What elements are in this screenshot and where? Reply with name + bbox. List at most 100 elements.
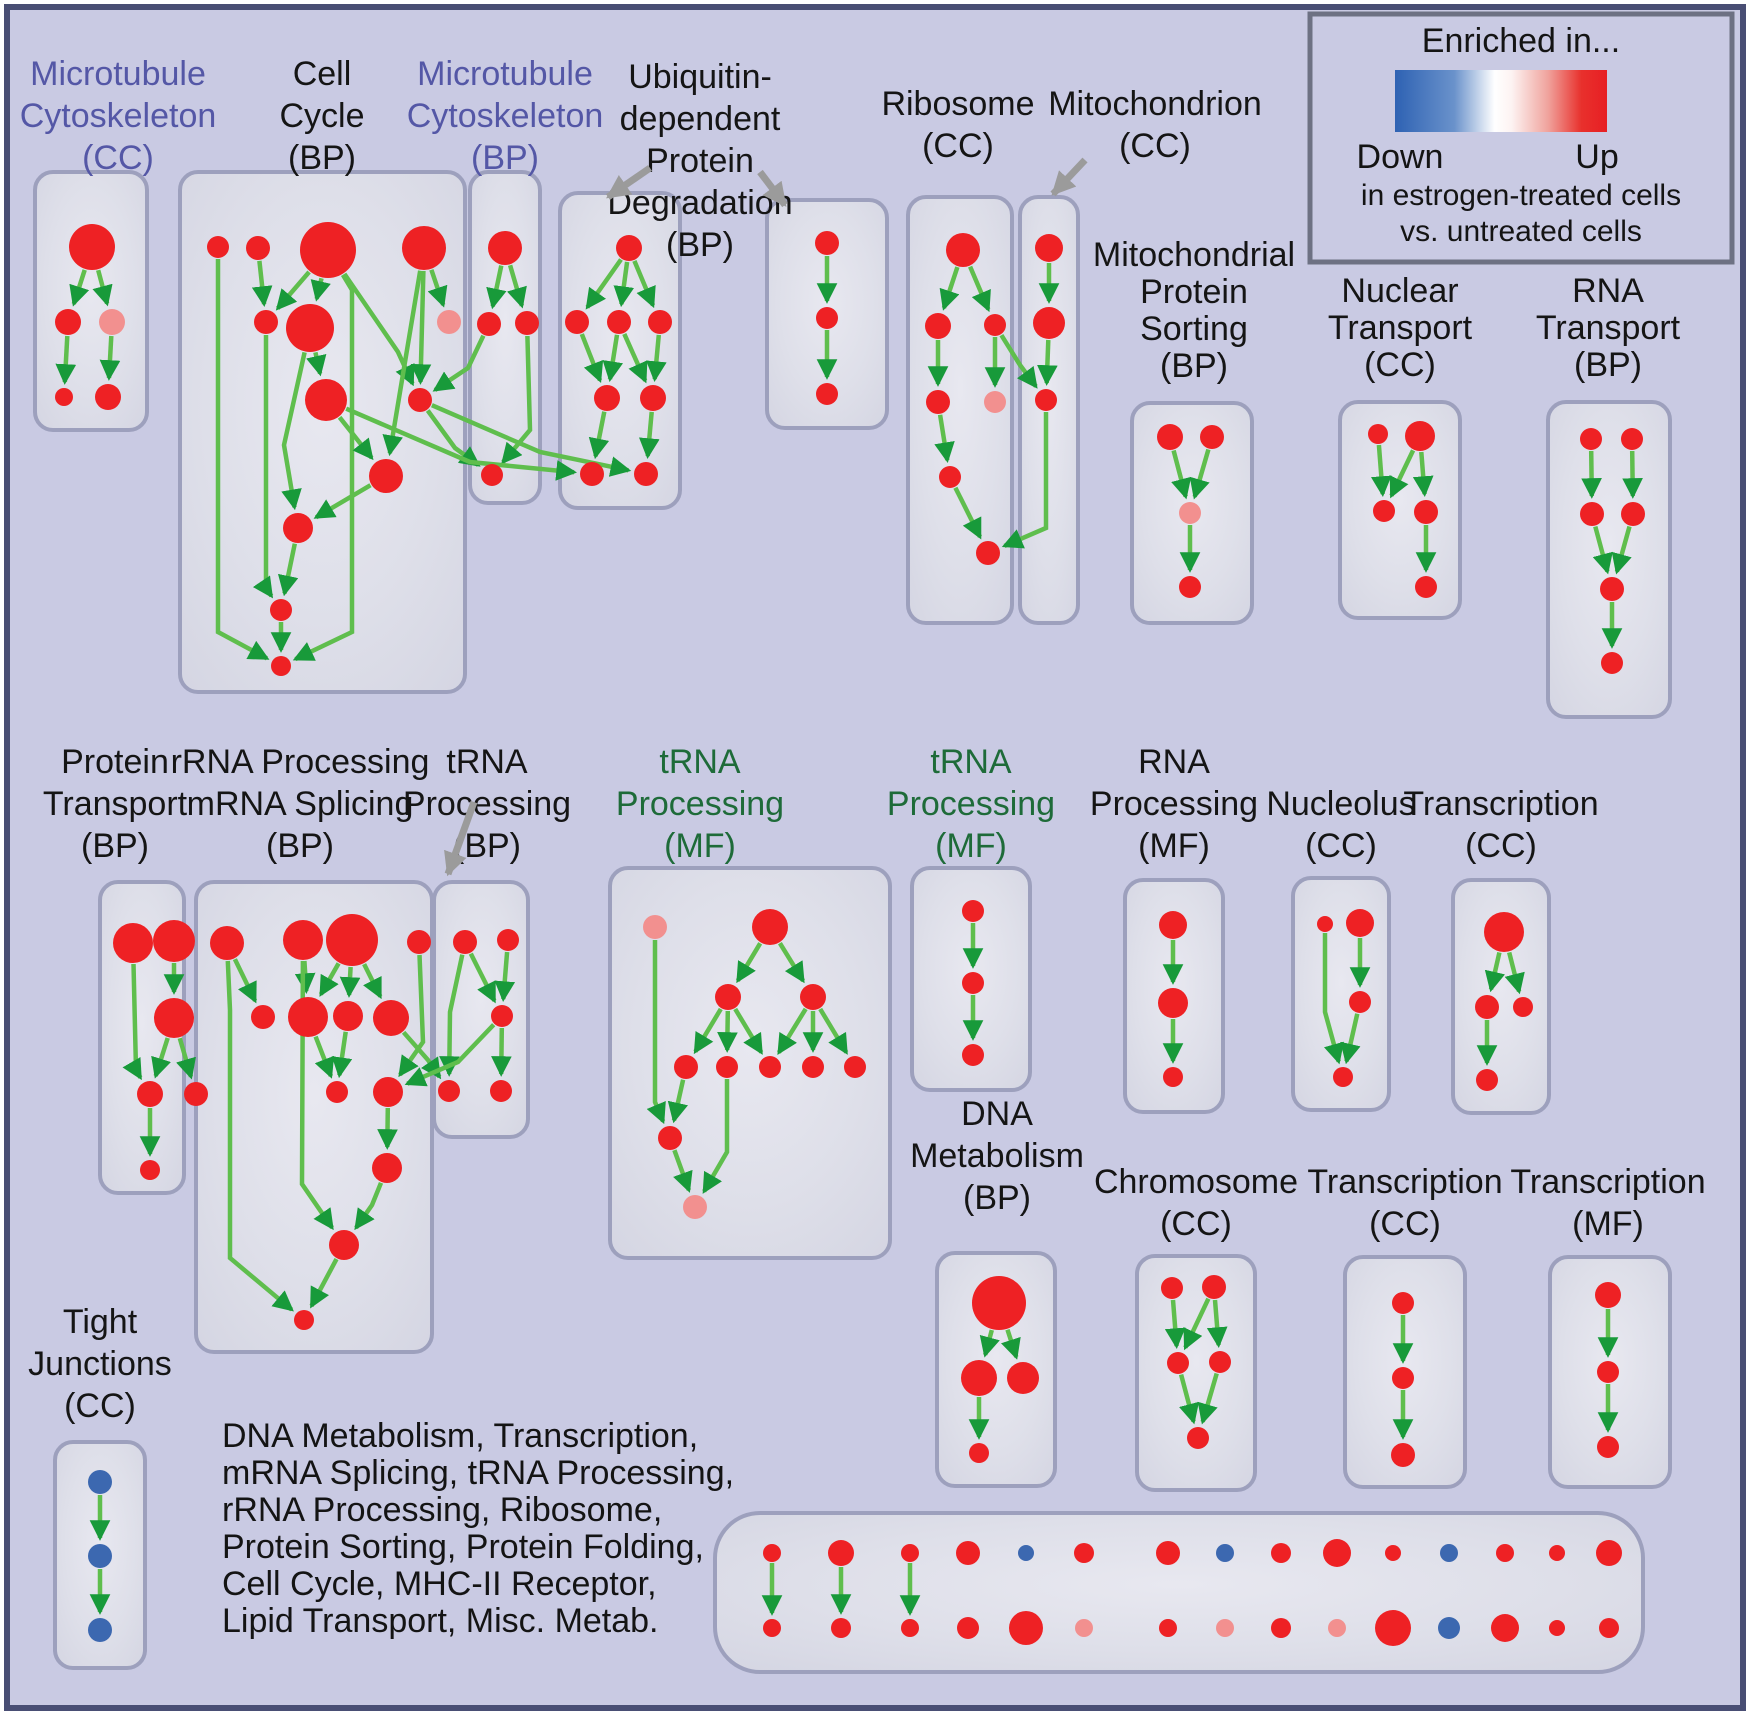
node-ribo-ML: [925, 313, 951, 339]
edge-arrow: [1037, 339, 1058, 386]
node-tmf2-b: [962, 972, 984, 994]
edge-arrow: [939, 266, 960, 311]
edge-arrow: [313, 483, 372, 520]
cluster-label-pt: Transport: [43, 785, 188, 823]
node-cc-Z: [271, 656, 291, 676]
merged-categories-text-block: DNA Metabolism, Transcription, mRNA Spli…: [222, 1417, 734, 1640]
edge-arrow: [382, 270, 423, 457]
edge-arrow: [345, 406, 577, 481]
node-rnat-c: [1600, 577, 1624, 601]
cluster-label-tmf1: tRNA: [659, 743, 741, 781]
cluster-label-cc: (BP): [288, 139, 356, 177]
node-cc-D: [402, 226, 446, 270]
node-mtcc-mr: [99, 309, 125, 335]
cluster-label-tj: (CC): [64, 1387, 136, 1425]
cluster-label-tcc2: (CC): [1369, 1205, 1441, 1243]
cluster-label-mps: Protein: [1140, 273, 1248, 311]
edge-arrow: [733, 1007, 764, 1055]
node-chrm-tl: [1161, 1277, 1183, 1299]
node-ub1-l1: [594, 385, 620, 411]
node-ub1-m2: [607, 310, 631, 334]
edge-arrow: [613, 261, 635, 308]
edge-arrow: [1611, 525, 1632, 575]
legend-subtitle-line1: in estrogen-treated cells: [1361, 179, 1681, 212]
edge-arrow: [1001, 412, 1049, 549]
edge-arrow: [404, 1023, 496, 1087]
edge-arrow: [1412, 451, 1434, 497]
edge-arrow: [398, 954, 426, 1078]
edge-arrow: [494, 951, 516, 1002]
node-tmf1-r3: [759, 1056, 781, 1078]
edge-arrow: [579, 333, 604, 383]
edge-arrow: [468, 952, 497, 1004]
node-strip-bottom-12: [1438, 1617, 1460, 1639]
node-rnat-tr: [1621, 428, 1643, 450]
edge-arrow: [318, 962, 341, 997]
edge-arrow: [776, 1007, 808, 1055]
cluster-label-dnam: Metabolism: [910, 1137, 1084, 1175]
cluster-label-mps: (BP): [1160, 347, 1228, 385]
edge-arrow: [585, 258, 623, 310]
edge-arrow: [1484, 952, 1506, 993]
node-tcc-b: [1476, 1069, 1498, 1091]
node-cc-C: [300, 222, 356, 278]
node-rnat-ml: [1580, 502, 1604, 526]
node-rnat-mr: [1621, 502, 1645, 526]
cluster-label-mtbp: Microtubule: [417, 55, 593, 93]
node-rr-lo1: [326, 1081, 348, 1103]
node-rr-t3: [326, 914, 378, 966]
node-cc-J: [369, 459, 403, 493]
node-tj-a: [88, 1470, 112, 1494]
node-nuct-b: [1415, 576, 1437, 598]
cluster-label-cc: Cell: [293, 55, 352, 93]
cluster-label-tcc2: Transcription: [1307, 1163, 1502, 1201]
node-tbp-lr2: [490, 1080, 512, 1102]
edge-arrow: [176, 1037, 196, 1080]
node-tmf3-b: [1597, 1361, 1619, 1383]
edge-arrow: [702, 1079, 730, 1194]
text-block-line: rRNA Processing, Ribosome,: [222, 1491, 662, 1529]
node-rr-bot: [294, 1310, 314, 1330]
node-nuct-s: [1368, 424, 1388, 444]
node-tmf2-a: [962, 900, 984, 922]
cluster-label-rnat: (BP): [1574, 346, 1642, 384]
node-strip-top-3: [901, 1544, 919, 1562]
node-ub1-b1: [580, 462, 604, 486]
node-tmf1-r2: [716, 1056, 738, 1078]
node-strip-bottom-7: [1159, 1619, 1177, 1637]
node-tmf1-ml: [715, 984, 741, 1010]
edge-arrow: [1178, 1374, 1200, 1425]
node-ub2-n2: [816, 307, 838, 329]
cluster-label-tmf2: Processing: [887, 785, 1055, 823]
floating-label-ubiquitin: Protein: [646, 142, 754, 180]
edge-arrow: [439, 954, 465, 1077]
node-tcc-r: [1513, 997, 1533, 1017]
node-rr-m1: [288, 997, 328, 1037]
node-mtcc-br: [95, 384, 121, 410]
node-tmf1-bp: [683, 1195, 707, 1219]
node-mps-c: [1179, 576, 1201, 598]
node-mito-m1: [1035, 234, 1063, 262]
cluster-box-pt: [98, 880, 186, 1195]
node-mtbp-M2: [515, 311, 539, 335]
edge-arrow: [337, 415, 374, 461]
node-tbp-tl: [453, 930, 477, 954]
cluster-label-tbp: Processing: [403, 785, 571, 823]
cluster-label-nucl: (CC): [1305, 827, 1377, 865]
cluster-label-dnam: DNA: [961, 1095, 1033, 1133]
node-chrm-tr: [1202, 1275, 1226, 1299]
edge-arrow: [410, 270, 432, 385]
edge-arrow: [313, 1035, 335, 1079]
edge-arrow: [1000, 1329, 1021, 1360]
edge-arrow: [501, 335, 533, 465]
node-chrm-ml: [1167, 1352, 1189, 1374]
node-ub2-n3: [816, 383, 838, 405]
cluster-label-tj: Tight: [63, 1303, 138, 1341]
node-strip-bottom-10: [1328, 1619, 1346, 1637]
node-mtbp-K: [481, 464, 503, 486]
node-cc-B: [246, 236, 270, 260]
cluster-label-rnap: (MF): [1138, 827, 1210, 865]
edge-arrow: [342, 272, 415, 387]
cluster-label-mito: (CC): [1119, 127, 1191, 165]
